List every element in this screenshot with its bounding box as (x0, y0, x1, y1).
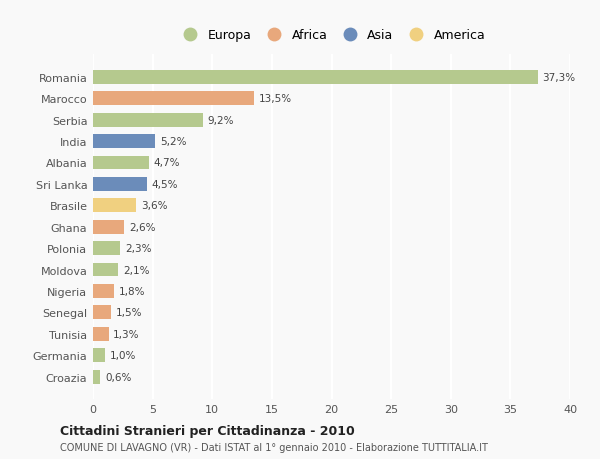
Bar (93, 348, 105, 362)
Text: 2,3%: 2,3% (125, 244, 152, 253)
Bar (93, 220, 124, 234)
Text: 5,2%: 5,2% (160, 137, 186, 147)
Bar (93, 327, 109, 341)
Bar (93, 156, 149, 170)
Text: 2,6%: 2,6% (129, 222, 155, 232)
Bar (93, 263, 118, 277)
Text: Cittadini Stranieri per Cittadinanza - 2010: Cittadini Stranieri per Cittadinanza - 2… (60, 424, 355, 437)
Bar (93, 71, 538, 84)
Bar (93, 113, 203, 127)
Bar (93, 241, 121, 256)
Text: COMUNE DI LAVAGNO (VR) - Dati ISTAT al 1° gennaio 2010 - Elaborazione TUTTITALIA: COMUNE DI LAVAGNO (VR) - Dati ISTAT al 1… (60, 442, 488, 452)
Text: 4,5%: 4,5% (151, 179, 178, 190)
Bar (93, 284, 115, 298)
Bar (93, 199, 136, 213)
Bar (93, 306, 111, 319)
Bar (93, 135, 155, 149)
Bar (93, 92, 254, 106)
Text: 1,5%: 1,5% (116, 308, 142, 318)
Text: 9,2%: 9,2% (208, 115, 234, 125)
Text: 37,3%: 37,3% (542, 73, 575, 83)
Legend: Europa, Africa, Asia, America: Europa, Africa, Asia, America (175, 27, 488, 45)
Text: 3,6%: 3,6% (140, 201, 167, 211)
Text: 4,7%: 4,7% (154, 158, 181, 168)
Text: 13,5%: 13,5% (259, 94, 292, 104)
Text: 2,1%: 2,1% (123, 265, 149, 275)
Bar (93, 370, 100, 384)
Text: 1,8%: 1,8% (119, 286, 146, 296)
Text: 0,6%: 0,6% (105, 372, 131, 382)
Text: 1,0%: 1,0% (110, 350, 136, 360)
Text: 1,3%: 1,3% (113, 329, 140, 339)
Bar (93, 178, 146, 191)
